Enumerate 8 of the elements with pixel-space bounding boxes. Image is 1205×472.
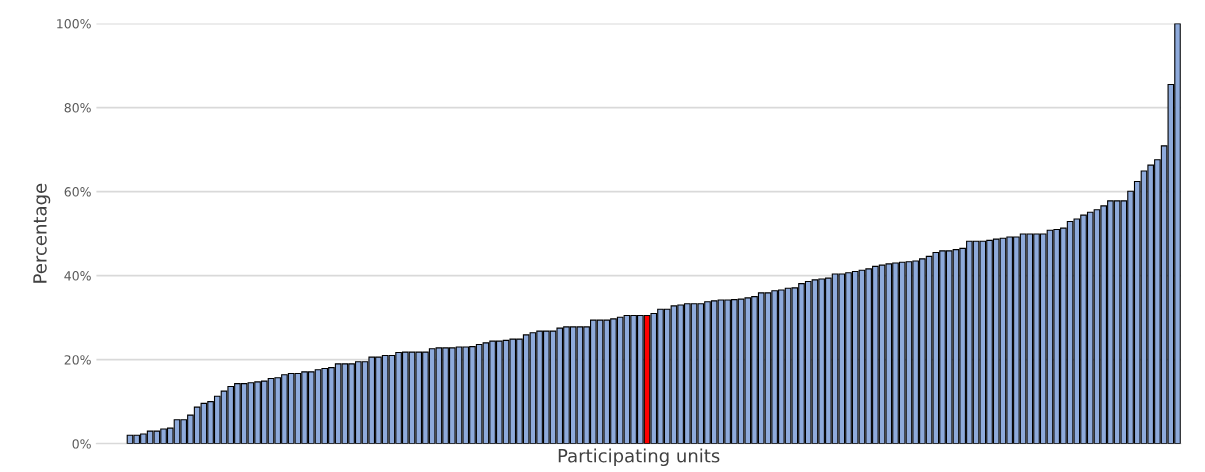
y-tick-label: 20% bbox=[64, 355, 91, 365]
y-tick-label: 60% bbox=[64, 187, 91, 197]
y-tick-label: 100% bbox=[57, 19, 91, 29]
y-tick-label: 0% bbox=[72, 439, 91, 449]
y-axis-title: Percentage bbox=[33, 183, 51, 283]
y-tick-label: 40% bbox=[64, 271, 91, 281]
y-tick-label: 80% bbox=[64, 103, 91, 113]
x-axis-title: Participating units bbox=[558, 448, 720, 467]
